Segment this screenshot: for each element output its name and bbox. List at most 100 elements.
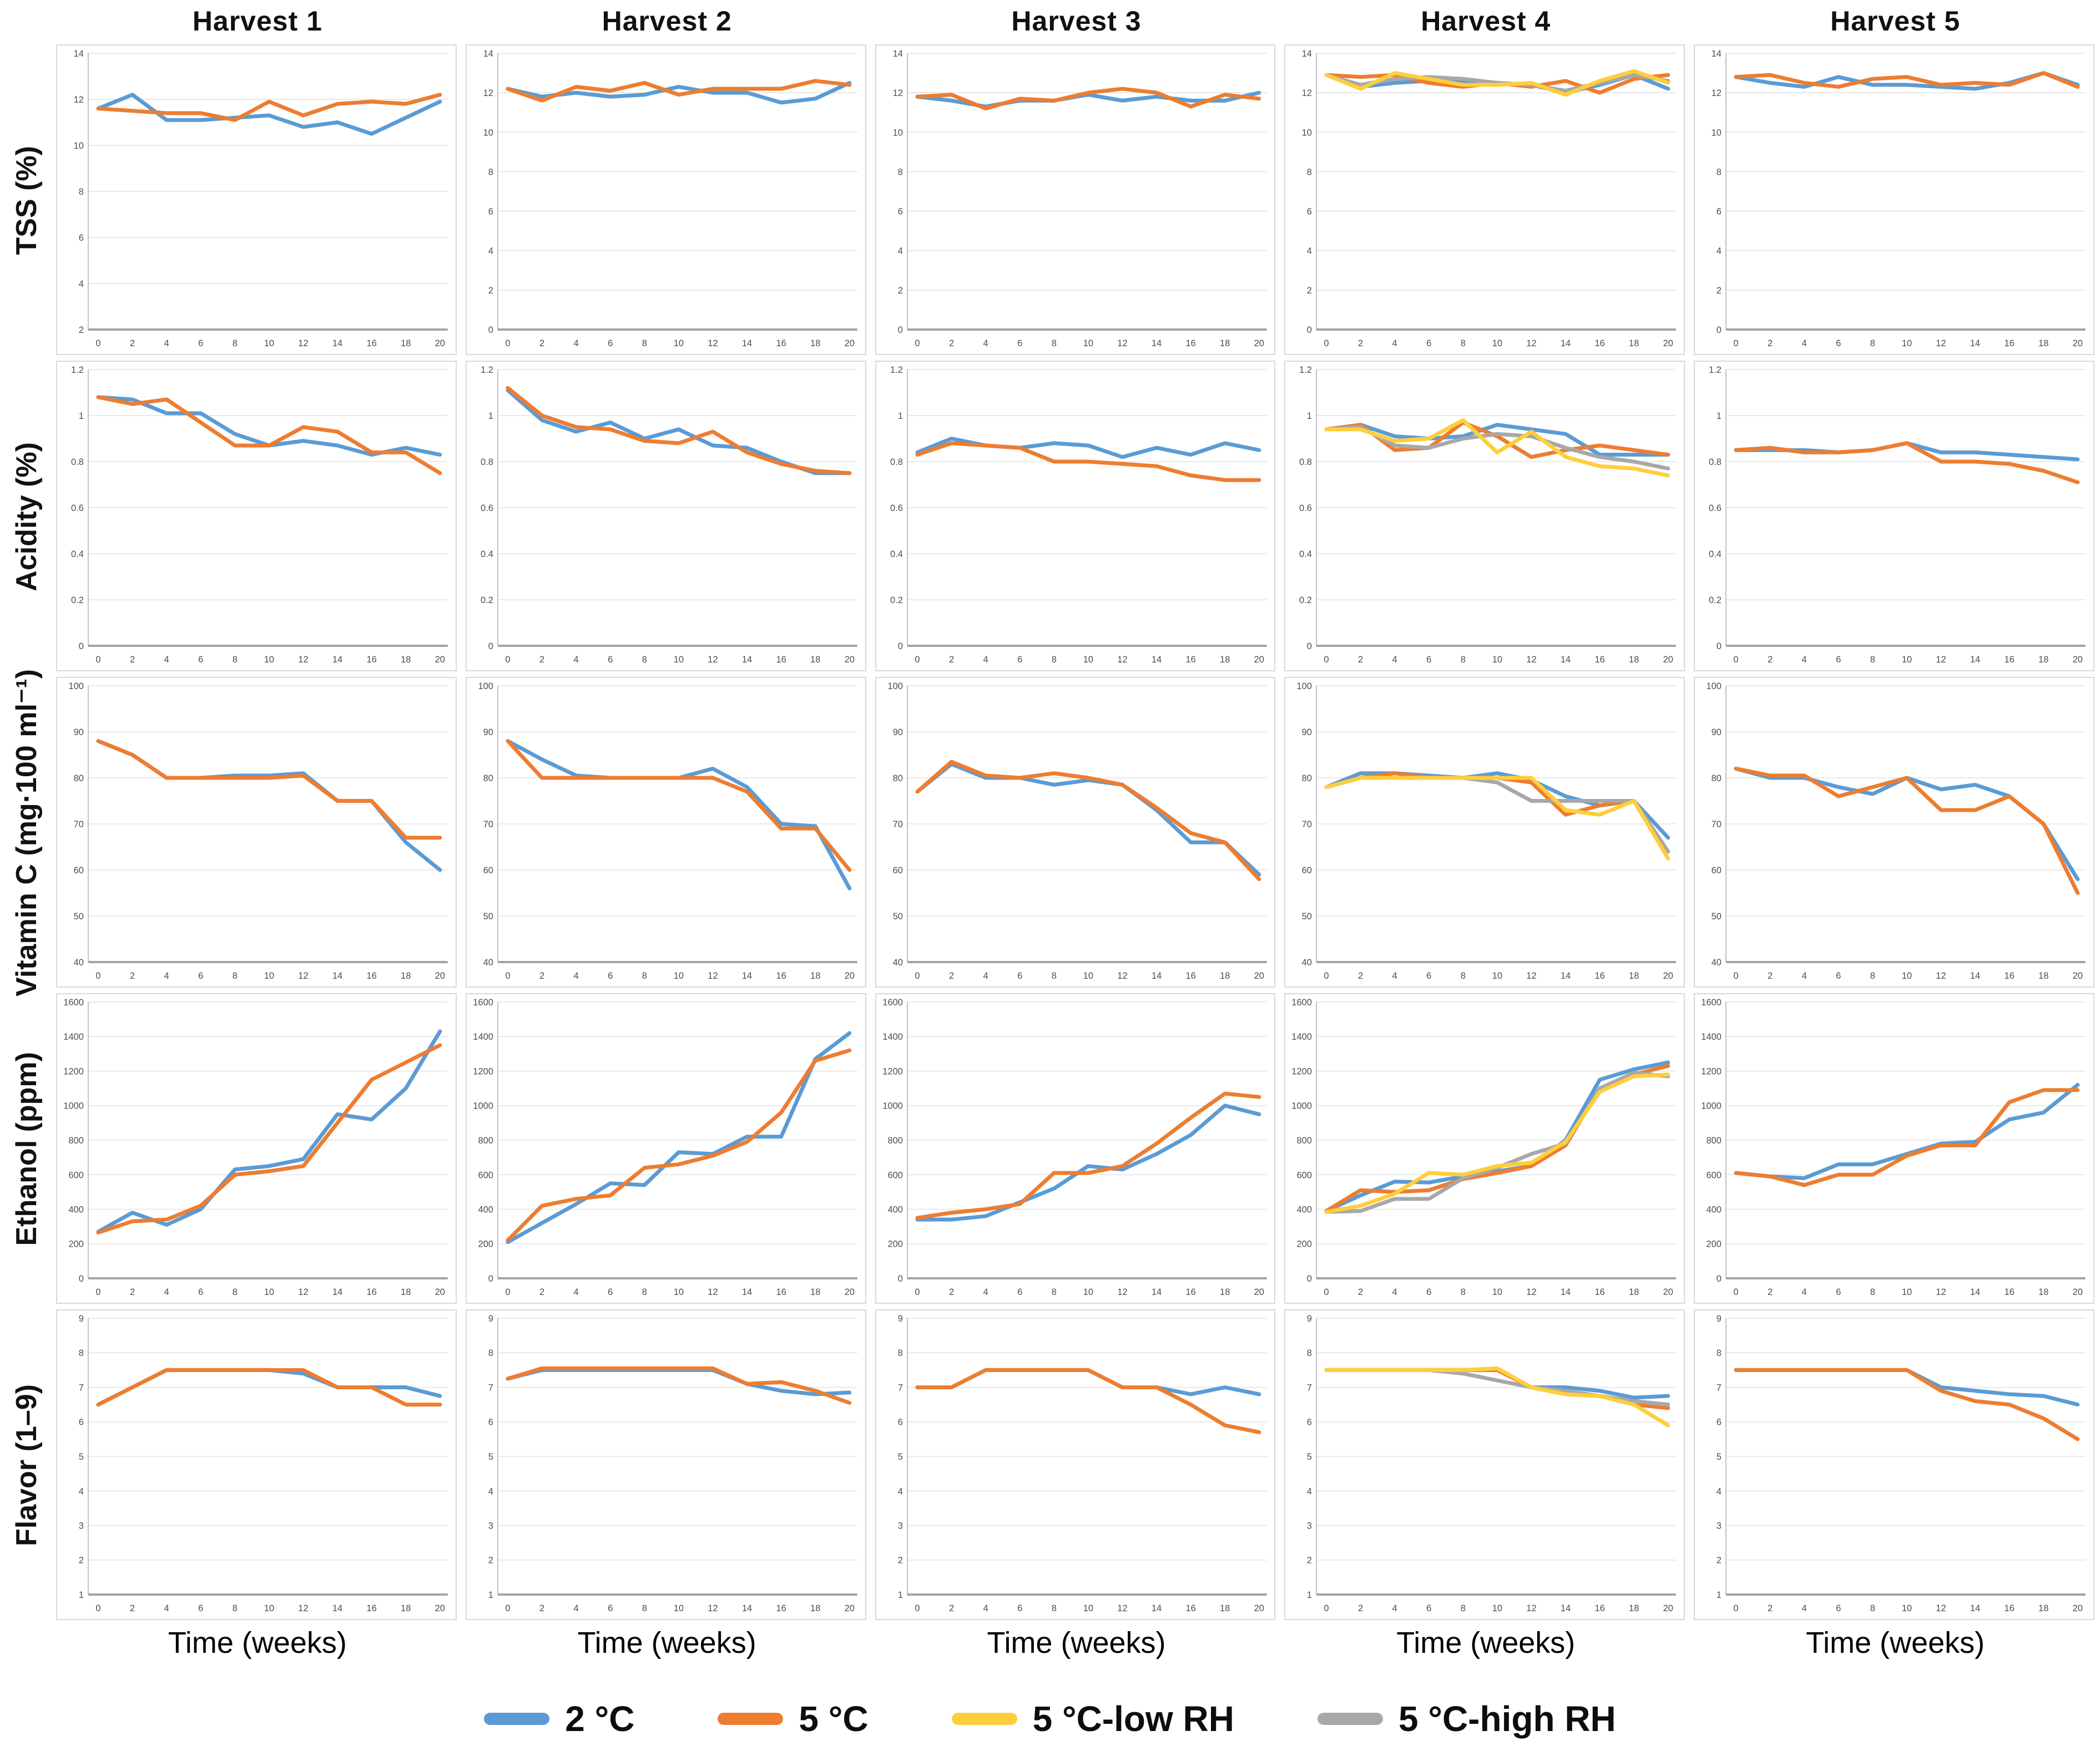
y-tick-label: 8 <box>1307 167 1312 177</box>
series-line-5-c <box>915 1368 1261 1434</box>
y-axis-tick-labels: 40 50 60 70 80 90 100 <box>478 681 493 968</box>
y-tick-label: 50 <box>1302 912 1312 922</box>
y-tick-label: 0 <box>1717 641 1722 651</box>
x-tick-label: 0 <box>1324 1287 1329 1297</box>
y-tick-label: 100 <box>478 681 493 691</box>
y-tick-label: 0.2 <box>1709 595 1722 605</box>
chart-card: 40 50 60 70 80 90 100 0 2 4 6 8 10 12 14 16 18 20 <box>1694 677 2094 988</box>
y-tick-label: 5 <box>897 1452 902 1462</box>
column-header-2: Harvest 2 <box>462 0 872 42</box>
y-tick-label: 70 <box>1302 819 1312 829</box>
chart-card: 0 2 4 6 8 10 12 14 0 2 4 6 8 10 12 14 16 18 20 <box>1694 44 2094 355</box>
y-tick-label: 800 <box>478 1136 493 1146</box>
x-tick-label: 8 <box>1051 971 1056 981</box>
x-tick-label: 8 <box>642 655 647 665</box>
x-tick-label: 4 <box>983 655 988 665</box>
x-tick-label: 0 <box>505 971 510 981</box>
chart-card: 40 50 60 70 80 90 100 0 2 4 6 8 10 12 14 16 18 20 <box>56 677 457 988</box>
series-line-5-c <box>1324 420 1670 459</box>
gridlines <box>1726 685 2086 917</box>
x-tick-label: 2 <box>539 971 544 981</box>
y-tick-label: 100 <box>887 681 903 691</box>
x-tick-label: 2 <box>130 655 135 665</box>
x-tick-label: 4 <box>983 1603 988 1613</box>
chart-cell-r3-c4: 40 50 60 70 80 90 100 0 2 4 6 8 10 12 14 16 18 20 <box>1281 675 1690 991</box>
series-line-2-c <box>506 80 852 105</box>
x-tick-label: 10 <box>674 971 684 981</box>
y-tick-label: 70 <box>483 819 493 829</box>
legend: 2 °C 5 °C 5 °C-low RH 5 °C-high RH <box>0 1677 2100 1761</box>
gridlines <box>88 1001 448 1244</box>
series-line-5-c <box>1324 771 1670 854</box>
gridlines <box>907 369 1267 600</box>
x-tick-label: 0 <box>95 655 100 665</box>
x-tick-label: 8 <box>1051 1603 1056 1613</box>
gridlines <box>497 53 857 291</box>
x-tick-label: 0 <box>915 1287 920 1297</box>
y-tick-label: 1 <box>1307 1590 1312 1600</box>
x-tick-label: 8 <box>1461 655 1466 665</box>
chart-cell-r1-c1: 2 4 6 8 10 12 14 0 2 4 6 8 10 12 14 16 18 20 <box>53 42 462 358</box>
y-tick-label: 1200 <box>1292 1066 1312 1076</box>
chart-card: 0 200 400 600 800 1000 1200 1400 1600 0 2 4 6 8 10 12 14… <box>1284 993 1685 1304</box>
chart-cell-r5-c1: 1 2 3 4 5 6 7 8 9 0 2 4 6 8 10 12 14 16 18 20 <box>53 1307 462 1623</box>
x-tick-label: 6 <box>1017 1287 1022 1297</box>
y-tick-label: 1200 <box>1702 1066 1722 1076</box>
x-tick-label: 12 <box>708 655 718 665</box>
x-tick-label: 4 <box>573 338 578 348</box>
y-axis-tick-labels: 1 2 3 4 5 6 7 8 9 <box>897 1314 902 1600</box>
x-tick-label: 0 <box>915 655 920 665</box>
y-tick-label: 400 <box>1707 1205 1722 1215</box>
y-tick-label: 5 <box>488 1452 493 1462</box>
y-tick-label: 90 <box>1302 727 1312 737</box>
gridlines <box>497 1001 857 1244</box>
x-tick-label: 12 <box>1527 971 1537 981</box>
legend-line-swatch <box>1317 1713 1383 1725</box>
y-tick-label: 100 <box>68 681 84 691</box>
series-line-2-c <box>96 1029 442 1234</box>
x-tick-label: 20 <box>1663 338 1673 348</box>
gridlines <box>1316 1001 1677 1244</box>
y-axis-tick-labels: 0 2 4 6 8 10 12 14 <box>1302 49 1312 335</box>
series-line-5-c <box>506 739 852 872</box>
y-tick-label: 0.6 <box>481 503 493 513</box>
x-tick-label: 14 <box>742 338 752 348</box>
x-tick-label: 10 <box>264 971 274 981</box>
legend-label: 5 °C <box>799 1699 869 1739</box>
series-line-5-c-high-rh <box>1324 425 1670 470</box>
x-tick-label: 2 <box>1358 655 1363 665</box>
column-header-3: Harvest 3 <box>872 0 1281 42</box>
series-line-5-c <box>506 1048 852 1243</box>
y-tick-label: 3 <box>1307 1521 1312 1531</box>
y-tick-label: 1 <box>897 411 902 421</box>
x-tick-label: 18 <box>1629 971 1639 981</box>
y-tick-label: 1600 <box>1292 998 1312 1008</box>
x-tick-label: 20 <box>1254 655 1264 665</box>
y-axis-tick-labels: 0 200 400 600 800 1000 1200 1400 1600 <box>882 998 903 1284</box>
x-tick-label: 16 <box>1185 971 1195 981</box>
y-tick-label: 1000 <box>1702 1101 1722 1111</box>
y-tick-label: 10 <box>1302 128 1312 138</box>
y-axis-tick-labels: 0 200 400 600 800 1000 1200 1400 1600 <box>1292 998 1312 1284</box>
x-tick-label: 4 <box>573 655 578 665</box>
chart-cell-r2-c4: 0 0.2 0.4 0.6 0.8 1 1.2 0 2 4 6 8 10 12 14 16 18 20 <box>1281 358 1690 675</box>
y-tick-label: 1 <box>488 411 493 421</box>
y-tick-label: 40 <box>892 958 902 968</box>
xlabel-cell-3: Time (weeks) <box>872 1623 1281 1677</box>
y-tick-label: 2 <box>79 1556 84 1566</box>
y-tick-label: 800 <box>68 1136 84 1146</box>
series-line-5-c <box>506 79 852 103</box>
x-tick-label: 4 <box>164 1287 169 1297</box>
x-tick-label: 18 <box>810 1603 820 1613</box>
y-tick-label: 1 <box>79 411 84 421</box>
y-tick-label: 90 <box>483 727 493 737</box>
x-tick-label: 6 <box>1836 655 1841 665</box>
y-tick-label: 2 <box>1717 1556 1722 1566</box>
x-tick-label: 0 <box>95 1603 100 1613</box>
y-tick-label: 4 <box>1307 1486 1312 1496</box>
chart-cell-r4-c2: 0 200 400 600 800 1000 1200 1400 1600 0 2 4 6 8 10 12 14… <box>462 991 872 1307</box>
y-tick-label: 0 <box>488 1274 493 1284</box>
gridlines <box>1726 53 2086 291</box>
